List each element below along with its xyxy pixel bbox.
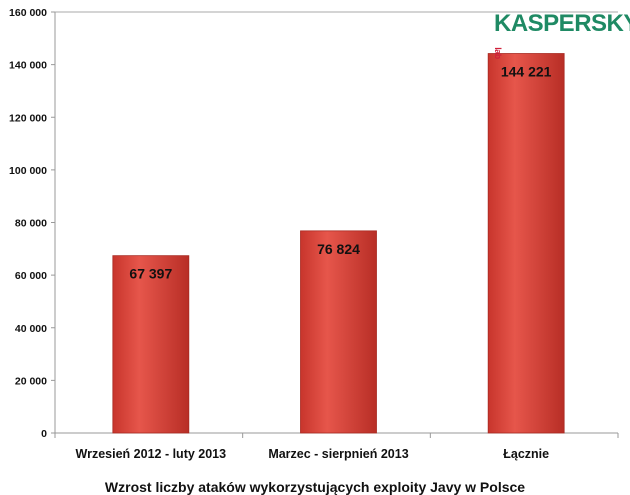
y-tick-label: 0 [41,428,47,440]
y-tick-label: 20 000 [15,375,47,387]
bar [300,230,377,434]
chart-title: Wzrost liczby ataków wykorzystujących ex… [104,479,526,495]
y-tick-label: 60 000 [15,270,47,282]
y-tick-label: 160 000 [9,7,47,19]
y-tick-label: 140 000 [9,60,47,72]
y-tick-label: 120 000 [9,112,47,124]
bar [487,53,565,434]
kaspersky-logo: KASPERSKYlab [492,10,630,59]
y-tick-label: 100 000 [9,165,47,177]
data-label: 67 397 [129,266,172,282]
x-tick-label: Wrzesień 2012 - luty 2013 [76,447,227,461]
logo-suffix: lab [492,46,503,59]
x-tick-label: Łącznie [503,447,549,461]
data-label: 76 824 [317,241,360,257]
data-label: 144 221 [501,64,552,80]
y-tick-label: 40 000 [15,323,47,335]
bar [112,255,190,434]
x-tick-label: Marzec - sierpnień 2013 [268,447,408,461]
y-tick-label: 80 000 [15,218,47,230]
